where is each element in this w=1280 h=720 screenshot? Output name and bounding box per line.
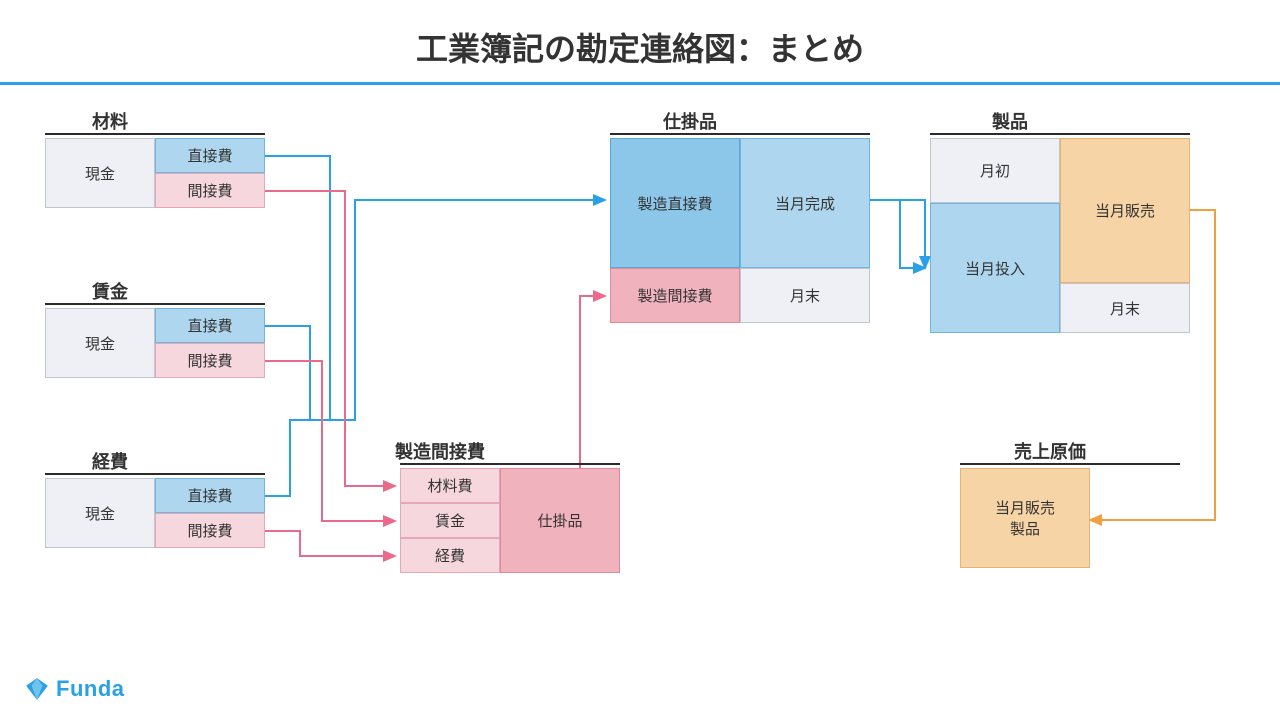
- expenses-indirect: 間接費: [155, 513, 265, 548]
- materials-hr: [45, 133, 265, 135]
- overhead-row-2: 経費: [400, 538, 500, 573]
- expenses-title: 経費: [92, 448, 128, 474]
- materials-indirect: 間接費: [155, 173, 265, 208]
- wip-title: 仕掛品: [663, 108, 717, 134]
- materials-left: 現金: [45, 138, 155, 208]
- materials-title: 材料: [92, 108, 128, 134]
- overhead-row-1: 賃金: [400, 503, 500, 538]
- title-divider: [0, 82, 1280, 85]
- wip-ending: 月末: [740, 268, 870, 323]
- brand-logo: Funda: [24, 676, 125, 702]
- overhead-row-0: 材料費: [400, 468, 500, 503]
- wages-left: 現金: [45, 308, 155, 378]
- connector-4: [265, 361, 395, 521]
- wip-direct: 製造直接費: [610, 138, 740, 268]
- connector-5: [265, 531, 395, 556]
- cogs-title: 売上原価: [1014, 438, 1086, 464]
- wip-hr: [610, 133, 870, 135]
- brand-text: Funda: [56, 676, 125, 702]
- wip-indirect: 製造間接費: [610, 268, 740, 323]
- product-title: 製品: [992, 108, 1028, 134]
- connector-1: [265, 326, 355, 420]
- materials-direct: 直接費: [155, 138, 265, 173]
- overhead-hr: [400, 463, 620, 465]
- product-hr: [930, 133, 1190, 135]
- product-input: 当月投入: [930, 203, 1060, 333]
- expenses-hr: [45, 473, 265, 475]
- wip-completed: 当月完成: [740, 138, 870, 268]
- connector-9: [870, 200, 925, 268]
- expenses-direct: 直接費: [155, 478, 265, 513]
- wages-title: 賃金: [92, 278, 128, 304]
- wages-direct: 直接費: [155, 308, 265, 343]
- product-sold: 当月販売: [1060, 138, 1190, 283]
- product-begin: 月初: [930, 138, 1060, 203]
- page-title: 工業簿記の勘定連絡図：まとめ: [0, 0, 1280, 70]
- overhead-title: 製造間接費: [395, 438, 485, 464]
- connector-3: [265, 191, 395, 486]
- diamond-icon: [24, 676, 50, 702]
- wages-indirect: 間接費: [155, 343, 265, 378]
- product-ending: 月末: [1060, 283, 1190, 333]
- connector-7: [870, 200, 925, 268]
- cogs-hr: [960, 463, 1180, 465]
- connector-0: [265, 156, 605, 420]
- overhead-right: 仕掛品: [500, 468, 620, 573]
- connector-2: [265, 420, 355, 496]
- expenses-left: 現金: [45, 478, 155, 548]
- wages-hr: [45, 303, 265, 305]
- cogs-cell: 当月販売 製品: [960, 468, 1090, 568]
